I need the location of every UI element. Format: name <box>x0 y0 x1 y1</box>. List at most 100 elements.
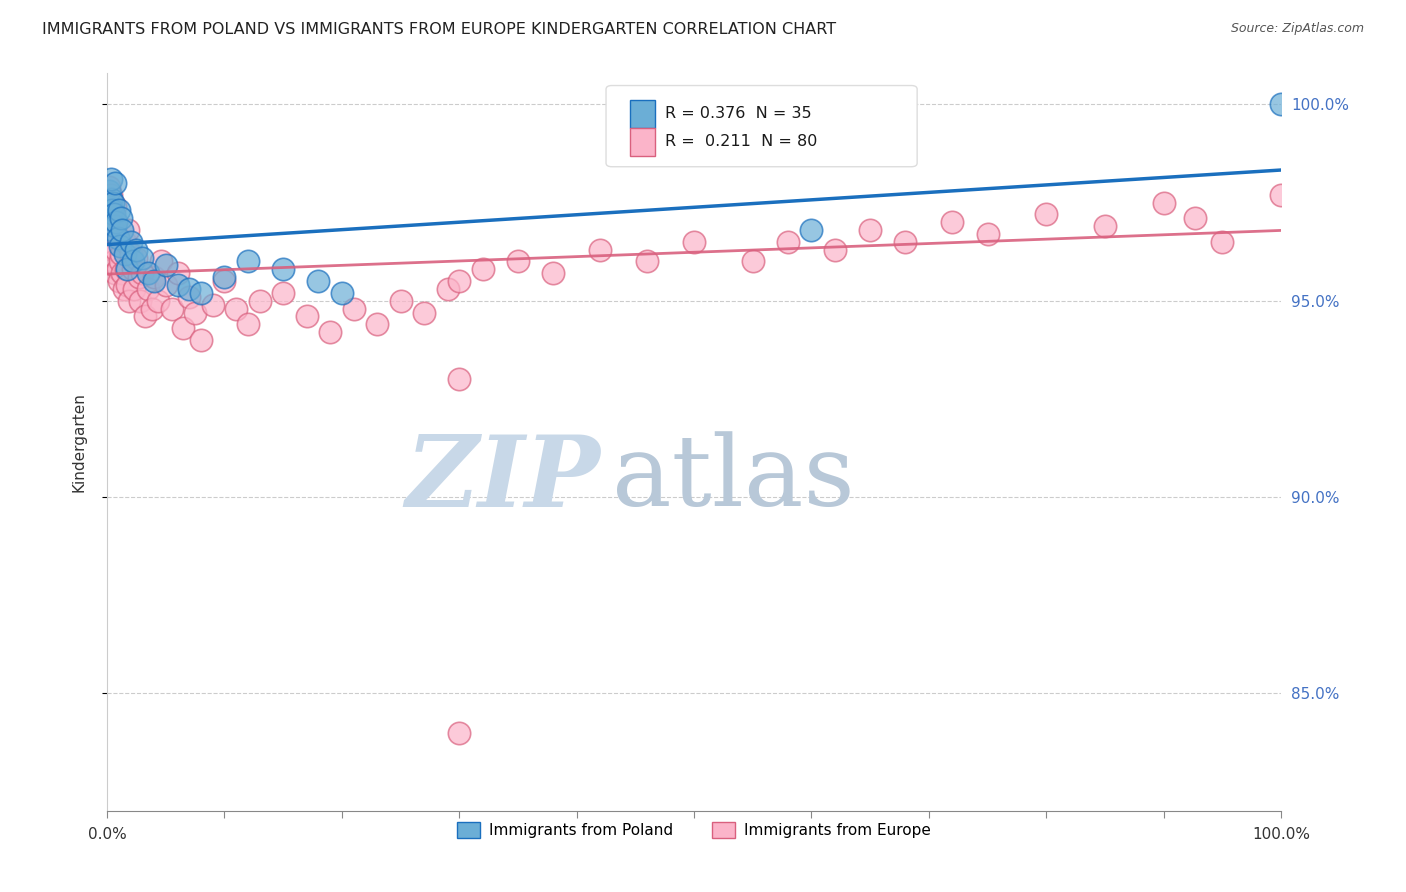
Point <box>108 231 131 245</box>
Point <box>683 235 706 249</box>
Point <box>166 278 188 293</box>
Point <box>295 310 318 324</box>
Point <box>824 243 846 257</box>
Point <box>128 270 150 285</box>
Point <box>1035 207 1057 221</box>
Point <box>115 262 138 277</box>
Point <box>471 262 494 277</box>
Point <box>100 235 122 249</box>
Point <box>120 235 142 249</box>
Point <box>97 199 120 213</box>
Point <box>449 372 471 386</box>
Point <box>125 251 148 265</box>
Point <box>125 243 148 257</box>
Point <box>1184 211 1206 226</box>
Point <box>101 195 124 210</box>
Point <box>98 207 121 221</box>
Point <box>100 187 122 202</box>
Point <box>120 246 142 260</box>
Point <box>110 246 132 260</box>
Point <box>131 266 153 280</box>
Point <box>225 301 247 316</box>
Point <box>190 333 212 347</box>
Point <box>201 298 224 312</box>
Point <box>636 254 658 268</box>
Point <box>101 215 124 229</box>
Point <box>143 274 166 288</box>
Point <box>104 219 127 233</box>
Point <box>97 195 120 210</box>
Point <box>271 285 294 300</box>
Point <box>1270 187 1292 202</box>
Point <box>104 199 127 213</box>
Point <box>108 239 131 253</box>
Point <box>389 293 412 308</box>
Point <box>184 305 207 319</box>
Point <box>249 293 271 308</box>
Point <box>114 235 136 249</box>
Point <box>179 290 201 304</box>
Point <box>236 318 259 332</box>
Point <box>894 235 917 249</box>
Text: 100.0%: 100.0% <box>1253 827 1310 842</box>
Point <box>134 310 156 324</box>
Point <box>172 321 194 335</box>
Point <box>131 251 153 265</box>
Point <box>100 223 122 237</box>
Point <box>413 305 436 319</box>
Point <box>100 172 122 186</box>
Point <box>506 254 529 268</box>
FancyBboxPatch shape <box>606 86 917 167</box>
Point <box>1094 219 1116 233</box>
Text: IMMIGRANTS FROM POLAND VS IMMIGRANTS FROM EUROPE KINDERGARTEN CORRELATION CHART: IMMIGRANTS FROM POLAND VS IMMIGRANTS FRO… <box>42 22 837 37</box>
Point <box>111 266 134 280</box>
Point <box>330 285 353 300</box>
Point <box>117 223 139 237</box>
Point <box>366 318 388 332</box>
Point <box>108 274 131 288</box>
Point <box>100 203 122 218</box>
Point <box>1153 195 1175 210</box>
Point <box>800 223 823 237</box>
Point <box>101 223 124 237</box>
Point <box>105 215 128 229</box>
Point <box>214 274 236 288</box>
Text: ZIP: ZIP <box>405 431 600 527</box>
Point <box>108 203 131 218</box>
Point <box>319 325 342 339</box>
Point <box>976 227 998 241</box>
Point <box>136 282 159 296</box>
Point <box>118 293 141 308</box>
Point <box>941 215 963 229</box>
Point <box>115 262 138 277</box>
Point <box>436 282 458 296</box>
Point <box>271 262 294 277</box>
Text: Source: ZipAtlas.com: Source: ZipAtlas.com <box>1230 22 1364 36</box>
Point <box>98 184 121 198</box>
Point <box>776 235 799 249</box>
Point <box>146 293 169 308</box>
Point <box>104 176 127 190</box>
Point <box>343 301 366 316</box>
Point <box>129 293 152 308</box>
Point <box>155 259 177 273</box>
Point <box>190 285 212 300</box>
Point <box>136 266 159 280</box>
Point <box>859 223 882 237</box>
Point <box>122 262 145 277</box>
Text: 0.0%: 0.0% <box>87 827 127 842</box>
Point <box>103 254 125 268</box>
Point <box>150 254 173 268</box>
Text: R = 0.376  N = 35: R = 0.376 N = 35 <box>665 106 811 121</box>
Point <box>98 179 121 194</box>
FancyBboxPatch shape <box>630 128 655 156</box>
Point <box>179 282 201 296</box>
Point <box>111 223 134 237</box>
Text: atlas: atlas <box>612 431 855 527</box>
Point <box>100 192 122 206</box>
Point <box>541 266 564 280</box>
Point <box>115 278 138 293</box>
Point <box>103 227 125 241</box>
Point <box>236 254 259 268</box>
Legend: Immigrants from Poland, Immigrants from Europe: Immigrants from Poland, Immigrants from … <box>451 816 936 844</box>
